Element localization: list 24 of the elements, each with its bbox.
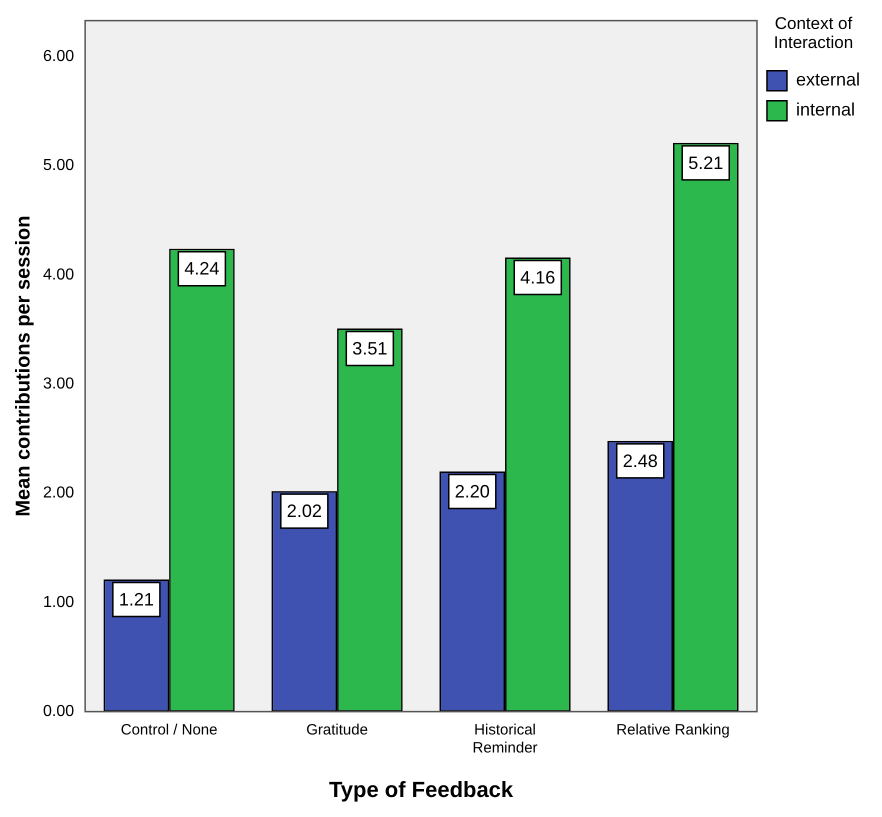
data-label: 2.48 xyxy=(622,450,658,471)
y-axis-title: Mean contributions per session xyxy=(12,216,35,517)
y-tick-label: 0.00 xyxy=(43,703,74,720)
data-label: 2.20 xyxy=(454,481,490,502)
x-axis-title: Type of Feedback xyxy=(328,776,514,802)
y-tick-label: 2.00 xyxy=(43,484,74,502)
x-tick-label: Relative Ranking xyxy=(616,722,730,739)
y-tick-label: 1.00 xyxy=(43,594,74,611)
legend-title: Context of Interaction xyxy=(774,14,854,52)
x-tick-label: Historical Reminder xyxy=(472,722,538,757)
legend-label: internal xyxy=(796,100,856,120)
data-label: 4.16 xyxy=(520,267,556,288)
y-tick-label: 5.00 xyxy=(43,157,74,174)
data-label: 3.51 xyxy=(352,338,388,358)
y-tick-label: 3.00 xyxy=(43,376,74,393)
legend-label: external xyxy=(796,70,860,90)
y-tick-label: 4.00 xyxy=(43,266,74,284)
data-label: 4.24 xyxy=(184,258,220,279)
data-label: 2.02 xyxy=(286,501,322,522)
x-tick-label: Gratitude xyxy=(306,722,368,739)
data-label: 1.21 xyxy=(118,589,154,610)
y-tick-label: 6.00 xyxy=(43,48,74,66)
data-label: 5.21 xyxy=(688,152,724,173)
x-tick-label: Control / None xyxy=(120,722,218,739)
